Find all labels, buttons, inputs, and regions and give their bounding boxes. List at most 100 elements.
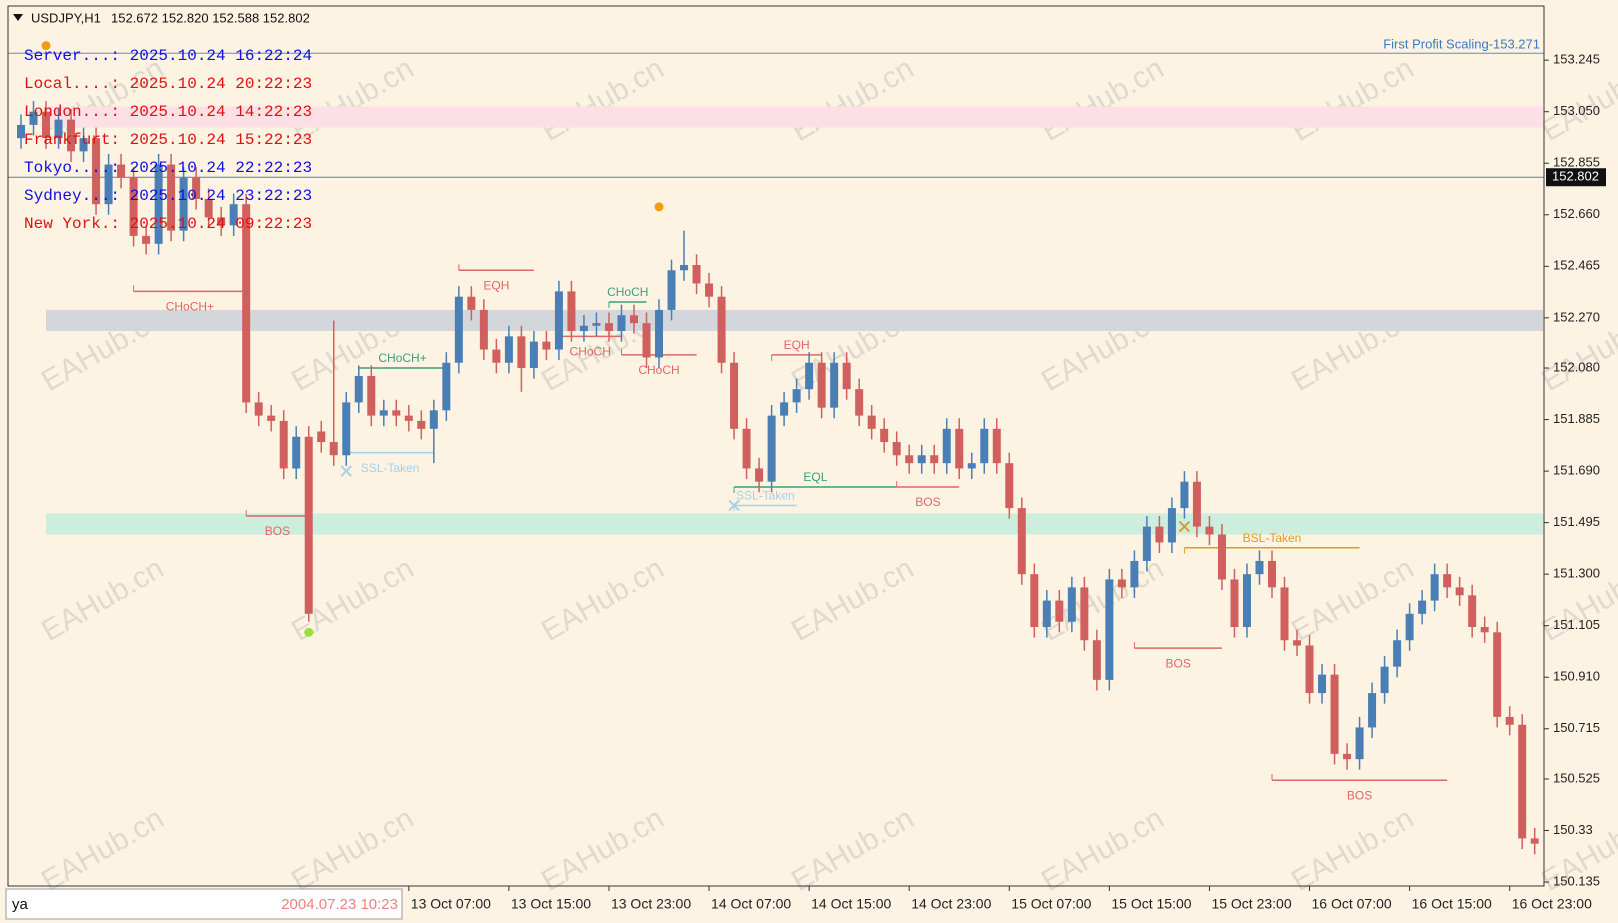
- y-tick-label: 151.495: [1553, 514, 1600, 529]
- candle-body: [404, 415, 413, 421]
- candle-body: [192, 177, 201, 199]
- candle-body: [604, 323, 613, 332]
- candle-body: [680, 264, 689, 271]
- candle-body: [1455, 587, 1464, 596]
- candle-body: [980, 428, 989, 464]
- candle-body: [842, 362, 851, 390]
- bid-box: [1546, 168, 1606, 187]
- y-tick-label: 151.690: [1553, 463, 1600, 478]
- structure-label: CHoCH: [607, 285, 648, 299]
- plot-frame: [7, 5, 1545, 887]
- candle-body: [1530, 838, 1539, 844]
- candle-body: [1080, 587, 1089, 641]
- candle-body: [992, 428, 1001, 464]
- structure-label: SSL-Taken: [736, 489, 795, 503]
- candle-body: [755, 468, 764, 482]
- candle-body: [42, 111, 51, 139]
- zone: [46, 309, 1543, 332]
- candle-body: [267, 415, 276, 421]
- candle-body: [655, 309, 664, 358]
- candle-body: [642, 323, 651, 358]
- candle-body: [417, 420, 426, 429]
- y-tick-label: 152.660: [1553, 206, 1600, 221]
- candle-body: [492, 349, 501, 363]
- candle-body: [542, 341, 551, 350]
- candle-body: [1067, 587, 1076, 622]
- x-tick-label: 13 Oct 07:00: [411, 896, 491, 912]
- candle-body: [154, 164, 163, 244]
- candle-body: [667, 270, 676, 310]
- y-tick-label: 151.105: [1553, 617, 1600, 632]
- candle-body: [479, 309, 488, 350]
- x-tick-label: 16 Oct 15:00: [1412, 896, 1492, 912]
- structure-label: CHoCH+: [166, 300, 214, 314]
- candle-body: [1030, 574, 1039, 628]
- candle-body: [167, 164, 176, 231]
- zone: [46, 106, 1543, 128]
- candle-body: [517, 336, 526, 369]
- candle-body: [1318, 674, 1327, 694]
- candle-body: [1443, 574, 1452, 588]
- candle-body: [1468, 595, 1477, 628]
- y-tick-label: 150.135: [1553, 873, 1600, 888]
- candle-body: [1180, 481, 1189, 509]
- candle-body: [880, 428, 889, 443]
- candle-body: [467, 296, 476, 310]
- x-tick-label: 14 Oct 07:00: [711, 896, 791, 912]
- candle-body: [617, 315, 626, 332]
- y-tick-label: 151.300: [1553, 566, 1600, 581]
- marker-cross: [1178, 520, 1191, 533]
- header-arrow: [13, 14, 23, 21]
- y-tick-label: 150.910: [1553, 669, 1600, 684]
- candle-body: [705, 283, 714, 297]
- candle-body: [1142, 526, 1151, 561]
- candle-body: [955, 428, 964, 469]
- candle-body: [217, 217, 226, 226]
- structure-label: EQH: [784, 338, 810, 352]
- candle-body: [1343, 753, 1352, 760]
- candle-body: [1042, 600, 1051, 628]
- candle-body: [1493, 632, 1502, 717]
- candle-body: [579, 325, 588, 332]
- candle-body: [1518, 724, 1527, 839]
- candle-body: [29, 111, 38, 125]
- candle-body: [54, 119, 63, 139]
- target-label: First Profit Scaling-153.271: [1383, 37, 1540, 52]
- y-tick-label: 150.33: [1553, 822, 1593, 837]
- candle-body: [367, 375, 376, 416]
- candle-body: [317, 431, 326, 443]
- x-tick-label: 15 Oct 23:00: [1211, 896, 1291, 912]
- candle-body: [1117, 579, 1126, 588]
- candle-body: [1405, 613, 1414, 641]
- y-tick-label: 150.715: [1553, 720, 1600, 735]
- x-tick-label: 13 Oct 23:00: [611, 896, 691, 912]
- candle-body: [830, 362, 839, 408]
- candle-body: [1430, 574, 1439, 601]
- candle-body: [930, 455, 939, 464]
- y-tick-label: 152.080: [1553, 359, 1600, 374]
- candle-body: [1380, 666, 1389, 694]
- candle-body: [429, 410, 438, 429]
- x-tick-label: 14 Oct 23:00: [911, 896, 991, 912]
- clock-line: Tokyo....: 2025.10.24 22:22:23: [24, 159, 312, 177]
- marker-dot: [654, 202, 664, 212]
- marker-cross: [728, 499, 740, 512]
- candle-body: [1393, 640, 1402, 667]
- candle-body: [1192, 481, 1201, 527]
- structure-label: CHoCH: [638, 363, 679, 377]
- structure-label: BOS: [265, 524, 290, 538]
- x-tick-label: 16 Oct 07:00: [1312, 896, 1392, 912]
- candle-body: [1330, 674, 1339, 754]
- candle-body: [1155, 526, 1164, 543]
- input-box: [5, 888, 403, 920]
- candle-body: [1255, 560, 1264, 575]
- candle-body: [242, 204, 251, 403]
- candle-body: [1105, 579, 1114, 680]
- structure-label: BSL-Taken: [1243, 531, 1302, 545]
- structure-label: BOS: [915, 495, 940, 509]
- candle-body: [454, 296, 463, 363]
- x-tick-label: 15 Oct 07:00: [1011, 896, 1091, 912]
- structure-label: EQH: [483, 278, 509, 292]
- candle-body: [392, 410, 401, 416]
